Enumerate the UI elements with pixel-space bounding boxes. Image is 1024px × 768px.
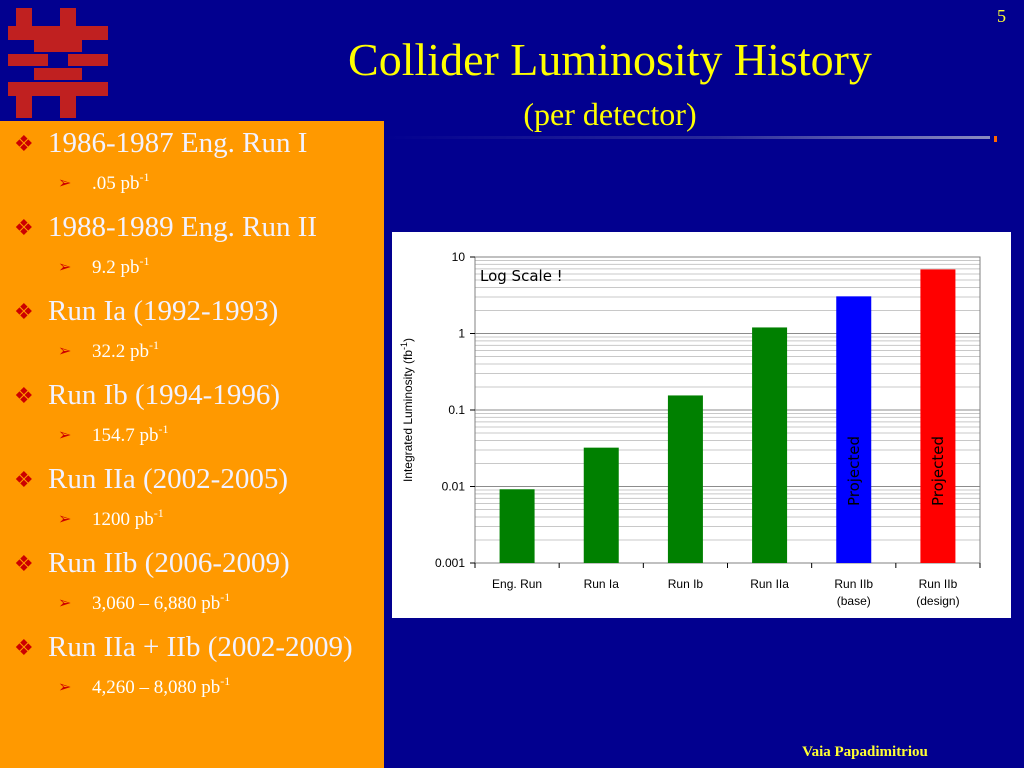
bar-projected-label: Projected [929, 436, 947, 506]
bullet-item: ❖ Run IIb (2006-2009) [14, 547, 376, 580]
x-tick-label: Run IIb [919, 577, 958, 591]
arrow-bullet-icon: ➢ [58, 175, 72, 192]
bullet-label: Run Ib (1994-1996) [48, 379, 280, 411]
bar-2 [583, 447, 619, 563]
luminosity-number: 32.2 pb [92, 341, 149, 362]
bullet-label: 1986-1987 Eng. Run I [48, 127, 308, 159]
left-panel: ❖ 1986-1987 Eng. Run I ➢ .05 pb-1 ❖ 1988-1989… [0, 121, 384, 768]
x-tick-label: Run IIa [750, 577, 789, 591]
arrow-bullet-icon: ➢ [58, 427, 72, 444]
y-tick-label: 0.01 [442, 480, 466, 494]
x-tick-label: Eng. Run [492, 577, 542, 591]
y-tick-label: 0.001 [435, 556, 465, 570]
unit-exponent: -1 [139, 254, 150, 268]
bullet-item: ❖ Run Ia (1992-1993) [14, 295, 376, 328]
bar-4 [752, 327, 788, 563]
sub-bullet-item: ➢ 1200 pb-1 [58, 506, 376, 532]
diamond-bullet-icon: ❖ [14, 299, 34, 324]
luminosity-number: 1200 pb [92, 509, 154, 530]
unit-exponent: -1 [220, 674, 231, 688]
bullet-item: ❖ Run IIa + IIb (2002-2009) [14, 631, 376, 664]
luminosity-chart: 10 1 0.1 0.01 0.001 Integrated Luminosity (fb… [392, 232, 1011, 618]
bullet-label: Run IIa + IIb (2002-2009) [48, 631, 353, 663]
y-tick-label: 10 [452, 250, 466, 264]
luminosity-value: 32.2 pb-1 [92, 338, 159, 364]
unit-exponent: -1 [153, 506, 164, 520]
x-tick-label: Run IIb [834, 577, 873, 591]
diamond-bullet-icon: ❖ [14, 467, 34, 492]
diamond-bullet-icon: ❖ [14, 635, 34, 660]
luminosity-value: 3,060 – 6,880 pb-1 [92, 590, 231, 616]
luminosity-value: 9.2 pb-1 [92, 254, 150, 280]
slide-title: Collider Luminosity History [348, 34, 872, 85]
unit-exponent: -1 [158, 422, 169, 436]
rule-accent [994, 136, 997, 142]
diamond-bullet-icon: ❖ [14, 215, 34, 240]
bar-3 [667, 395, 703, 563]
title-rule [384, 136, 990, 139]
sub-bullet-item: ➢ 4,260 – 8,080 pb-1 [58, 674, 376, 700]
fermilab-logo [8, 8, 108, 118]
bullet-list: ❖ 1986-1987 Eng. Run I ➢ .05 pb-1 ❖ 1988-1989… [14, 127, 376, 715]
bar-6 [920, 269, 956, 563]
y-axis-label: Integrated Luminosity (fb-1) [399, 338, 415, 482]
bar-projected-label: Projected [845, 436, 863, 506]
sub-bullet-item: ➢ 154.7 pb-1 [58, 422, 376, 448]
x-tick-label: (base) [837, 594, 871, 608]
sub-bullet-item: ➢ 3,060 – 6,880 pb-1 [58, 590, 376, 616]
author-footer: Vaia Papadimitriou [802, 744, 928, 760]
x-tick-label: (design) [916, 594, 959, 608]
y-axis-label-exponent: -1 [399, 342, 409, 350]
bar-1 [499, 489, 535, 563]
luminosity-value: 1200 pb-1 [92, 506, 164, 532]
luminosity-value: 154.7 pb-1 [92, 422, 169, 448]
y-axis-label-text: Integrated Luminosity (fb [401, 350, 415, 482]
log-scale-annotation: Log Scale ! [480, 267, 563, 285]
slide-subtitle: (per detector) [523, 96, 697, 132]
luminosity-number: 154.7 pb [92, 425, 159, 446]
arrow-bullet-icon: ➢ [58, 595, 72, 612]
luminosity-number: 3,060 – 6,880 pb [92, 593, 221, 614]
arrow-bullet-icon: ➢ [58, 511, 72, 528]
arrow-bullet-icon: ➢ [58, 679, 72, 696]
chart-svg: 10 1 0.1 0.01 0.001 Integrated Luminosity (fb… [399, 250, 981, 608]
unit-exponent: -1 [149, 338, 159, 352]
y-axis-label-close: ) [401, 338, 415, 342]
bullet-label: 1988-1989 Eng. Run II [48, 211, 318, 243]
sub-bullet-item: ➢ 9.2 pb-1 [58, 254, 376, 280]
sub-bullet-item: ➢ 32.2 pb-1 [58, 338, 376, 364]
arrow-bullet-icon: ➢ [58, 259, 72, 276]
luminosity-value: .05 pb-1 [92, 170, 150, 196]
luminosity-value: 4,260 – 8,080 pb-1 [92, 674, 231, 700]
sub-bullet-item: ➢ .05 pb-1 [58, 170, 376, 196]
unit-exponent: -1 [139, 170, 150, 184]
luminosity-number: 9.2 pb [92, 257, 140, 278]
y-tick-label: 1 [458, 327, 465, 341]
x-tick-label: Run Ia [584, 577, 620, 591]
diamond-bullet-icon: ❖ [14, 551, 34, 576]
bullet-item: ❖ Run IIa (2002-2005) [14, 463, 376, 496]
bar-5 [836, 296, 872, 563]
bullet-item: ❖ 1988-1989 Eng. Run II [14, 211, 376, 244]
arrow-bullet-icon: ➢ [58, 343, 72, 360]
slide-number: 5 [997, 6, 1006, 26]
bullet-item: ❖ 1986-1987 Eng. Run I [14, 127, 376, 160]
luminosity-number: .05 pb [92, 173, 140, 194]
diamond-bullet-icon: ❖ [14, 383, 34, 408]
y-tick-label: 0.1 [448, 403, 465, 417]
bullet-label: Run IIa (2002-2005) [48, 463, 289, 495]
unit-exponent: -1 [220, 590, 231, 604]
bullet-item: ❖ Run Ib (1994-1996) [14, 379, 376, 412]
bullet-label: Run Ia (1992-1993) [48, 295, 279, 327]
diamond-bullet-icon: ❖ [14, 131, 34, 156]
bullet-label: Run IIb (2006-2009) [48, 547, 290, 579]
x-tick-label: Run Ib [668, 577, 704, 591]
luminosity-number: 4,260 – 8,080 pb [92, 677, 221, 698]
